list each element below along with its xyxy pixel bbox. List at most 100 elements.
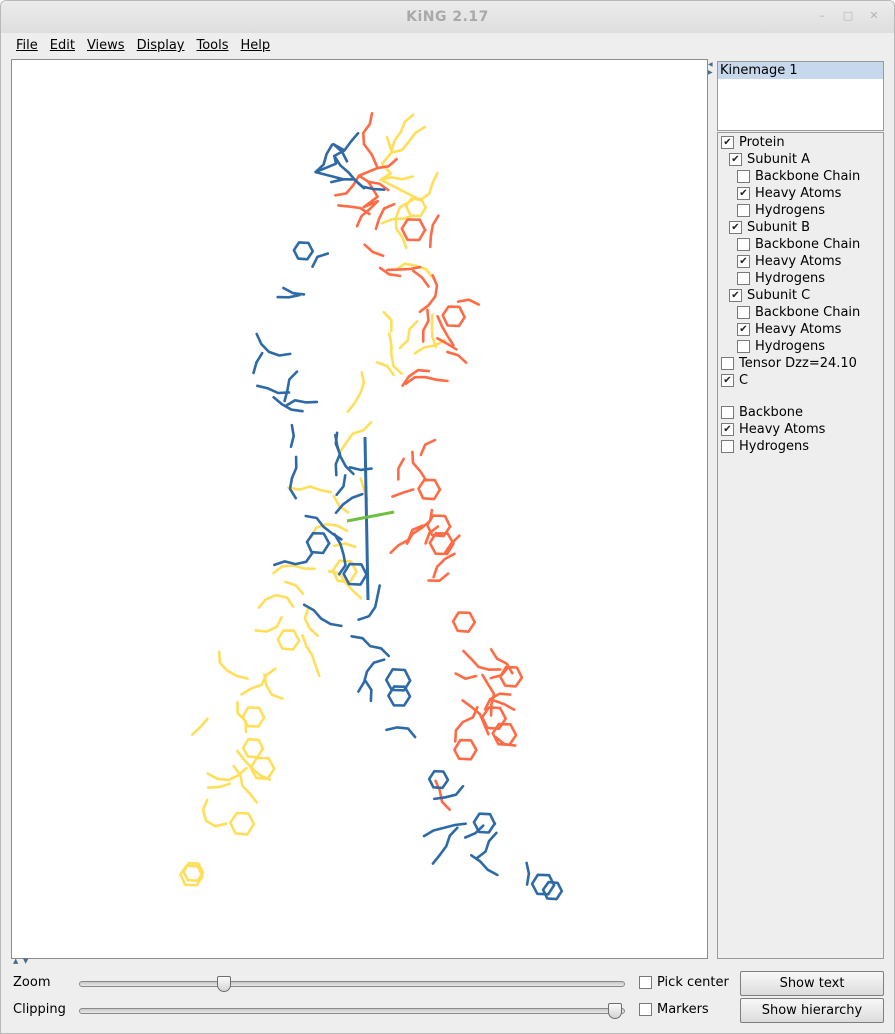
kinemage-list[interactable]: Kinemage 1 <box>717 61 884 131</box>
backbone-segment <box>357 142 379 209</box>
tensor-axes <box>346 436 395 601</box>
show-text-button[interactable]: Show text <box>740 971 884 996</box>
side-chain <box>421 308 430 343</box>
tree-item-subunit-c-9[interactable]: ✔ Subunit C <box>729 287 810 304</box>
checkbox[interactable] <box>721 440 734 453</box>
checkbox[interactable] <box>737 238 750 251</box>
pick-center-option[interactable]: Pick center <box>639 975 729 990</box>
aromatic-ring <box>305 531 331 555</box>
markers-checkbox[interactable] <box>639 1003 652 1016</box>
checkbox[interactable]: ✔ <box>737 323 750 336</box>
checkbox[interactable] <box>737 272 750 285</box>
checkbox[interactable]: ✔ <box>721 374 734 387</box>
menu-tools[interactable]: Tools <box>196 38 229 53</box>
tree-item-c-14[interactable]: ✔ C <box>721 372 748 389</box>
menu-display[interactable]: Display <box>136 38 185 53</box>
side-chain <box>348 466 373 472</box>
minimize-icon[interactable]: – <box>819 9 825 22</box>
side-chain <box>464 824 485 839</box>
side-chain <box>337 204 371 216</box>
tree-item-tensor-dzz-24-10-13[interactable]: Tensor Dzz=24.10 <box>721 355 857 372</box>
checkbox[interactable] <box>721 357 734 370</box>
tree-item-backbone-chain-2[interactable]: Backbone Chain <box>737 168 860 185</box>
side-chain <box>411 450 428 482</box>
title-bar[interactable]: KiNG 2.17 – □ ✕ <box>1 1 894 33</box>
side-chain <box>217 650 249 680</box>
aromatic-ring <box>249 756 276 780</box>
menu-bar: File Edit Views Display Tools Help <box>1 35 894 57</box>
checkbox[interactable] <box>737 306 750 319</box>
tree-item-protein-0[interactable]: ✔ Protein <box>721 134 785 151</box>
tree-item-heavy-atoms-7[interactable]: ✔ Heavy Atoms <box>737 253 841 270</box>
master-backbone-0[interactable]: Backbone <box>721 404 803 421</box>
side-chain <box>418 274 439 314</box>
aromatic-ring <box>241 737 265 759</box>
side-chain <box>394 262 435 279</box>
side-chain <box>284 399 319 408</box>
side-chain <box>314 143 334 174</box>
checkbox[interactable] <box>737 204 750 217</box>
side-chain <box>332 495 350 514</box>
tree-item-subunit-b-5[interactable]: ✔ Subunit B <box>729 219 810 236</box>
checkbox[interactable]: ✔ <box>737 187 750 200</box>
checkbox[interactable]: ✔ <box>729 221 742 234</box>
clipping-slider[interactable] <box>79 1003 625 1019</box>
split-left-arrow-icon[interactable]: ◀ <box>708 61 713 68</box>
menu-file[interactable]: File <box>16 38 38 53</box>
zoom-slider-thumb[interactable] <box>217 976 231 992</box>
tree-item-backbone-chain-6[interactable]: Backbone Chain <box>737 236 860 253</box>
pick-center-checkbox[interactable] <box>639 976 652 989</box>
side-chain <box>282 286 306 296</box>
molecule-view[interactable] <box>12 60 708 959</box>
aromatic-ring <box>541 880 564 901</box>
kinemage-item[interactable]: Kinemage 1 <box>718 62 883 79</box>
checkbox[interactable]: ✔ <box>729 289 742 302</box>
tree-item-subunit-a-1[interactable]: ✔ Subunit A <box>729 151 810 168</box>
checkbox[interactable] <box>721 406 734 419</box>
markers-option[interactable]: Markers <box>639 1002 709 1017</box>
checkbox[interactable]: ✔ <box>729 153 742 166</box>
vertical-split-arrows[interactable]: ▲ ▼ <box>11 957 884 966</box>
master-hydrogens-2[interactable]: Hydrogens <box>721 438 809 455</box>
split-right-arrow-icon[interactable]: ▶ <box>708 69 713 76</box>
aromatic-ring <box>441 305 466 328</box>
aromatic-ring <box>499 665 524 688</box>
checkbox[interactable] <box>737 170 750 183</box>
side-chain <box>444 534 461 554</box>
side-chain <box>346 371 366 413</box>
maximize-icon[interactable]: □ <box>842 9 854 22</box>
zoom-label: Zoom <box>13 975 51 990</box>
tree-item-heavy-atoms-11[interactable]: ✔ Heavy Atoms <box>737 321 841 338</box>
menu-edit[interactable]: Edit <box>49 38 75 53</box>
tree-item-hydrogens-4[interactable]: Hydrogens <box>737 202 825 219</box>
checkbox[interactable]: ✔ <box>737 255 750 268</box>
tree-item-backbone-chain-10[interactable]: Backbone Chain <box>737 304 860 321</box>
tree-item-hydrogens-8[interactable]: Hydrogens <box>737 270 825 287</box>
side-chain <box>385 726 417 739</box>
show-hierarchy-button[interactable]: Show hierarchy <box>740 998 884 1023</box>
side-chain <box>350 635 391 658</box>
side-chain <box>255 332 292 357</box>
checkbox[interactable]: ✔ <box>721 136 734 149</box>
menu-views[interactable]: Views <box>86 38 125 53</box>
subunit-a-atoms <box>335 113 524 811</box>
split-up-arrow-icon[interactable]: ▲ <box>13 957 19 965</box>
side-chain <box>375 361 395 377</box>
zoom-slider[interactable] <box>79 976 625 992</box>
tree-item-heavy-atoms-3[interactable]: ✔ Heavy Atoms <box>737 185 841 202</box>
tree-item-hydrogens-12[interactable]: Hydrogens <box>737 338 825 355</box>
side-chain <box>343 131 360 152</box>
clipping-slider-thumb[interactable] <box>608 1003 622 1019</box>
side-chain <box>390 125 427 155</box>
split-down-arrow-icon[interactable]: ▼ <box>23 957 29 965</box>
side-chain <box>376 157 398 170</box>
checkbox[interactable] <box>737 340 750 353</box>
close-icon[interactable]: ✕ <box>869 9 879 22</box>
master-heavy-atoms-1[interactable]: ✔ Heavy Atoms <box>721 421 825 438</box>
checkbox[interactable]: ✔ <box>721 423 734 436</box>
tree-label: Heavy Atoms <box>755 186 842 201</box>
menu-help[interactable]: Help <box>240 38 271 53</box>
side-chain <box>335 474 347 497</box>
split-pane-arrows[interactable]: ◀ ▶ <box>708 61 715 83</box>
graphics-canvas[interactable] <box>11 59 708 959</box>
